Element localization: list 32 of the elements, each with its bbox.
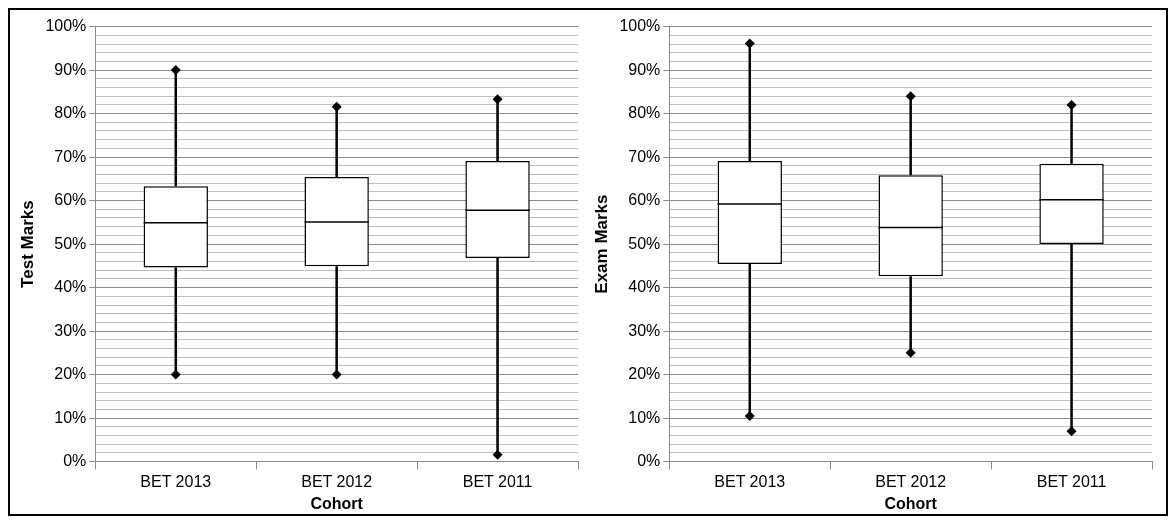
y-tick-label: 20% — [628, 365, 661, 383]
y-tick-label: 70% — [54, 147, 87, 165]
y-tick-label: 50% — [54, 234, 87, 252]
y-tick-label: 60% — [54, 191, 87, 209]
x-tick-label: BET 2012 — [301, 472, 373, 490]
y-tick-label: 80% — [54, 104, 87, 122]
y-tick-label: 100% — [45, 17, 87, 35]
y-tick-label: 10% — [628, 408, 661, 426]
x-tick-label: BET 2013 — [714, 472, 786, 490]
y-tick-label: 10% — [54, 408, 87, 426]
y-tick-label: 30% — [54, 321, 87, 339]
y-tick-label: 40% — [54, 278, 87, 296]
y-axis-title: Test Marks — [17, 200, 37, 288]
y-tick-label: 60% — [628, 191, 661, 209]
x-tick-label: BET 2011 — [1036, 472, 1107, 490]
y-tick-label: 20% — [54, 365, 87, 383]
y-tick-label: 70% — [628, 147, 661, 165]
y-tick-label: 30% — [628, 321, 661, 339]
y-tick-label: 90% — [628, 60, 661, 78]
y-tick-label: 90% — [54, 60, 87, 78]
y-tick-label: 100% — [619, 17, 661, 35]
y-tick-label: 0% — [63, 452, 87, 470]
x-axis-title: Cohort — [310, 494, 364, 512]
y-tick-label: 50% — [628, 234, 661, 252]
x-axis-title: Cohort — [884, 494, 938, 512]
y-tick-label: 0% — [637, 452, 661, 470]
y-tick-label: 40% — [628, 278, 661, 296]
y-tick-label: 80% — [628, 104, 661, 122]
x-tick-label: BET 2011 — [462, 472, 533, 490]
x-tick-label: BET 2013 — [140, 472, 212, 490]
x-tick-label: BET 2012 — [875, 472, 947, 490]
y-axis-title: Exam Marks — [591, 194, 611, 294]
